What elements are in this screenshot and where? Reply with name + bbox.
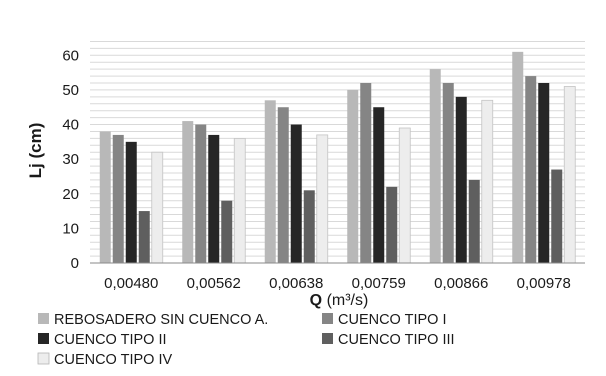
bars [99,51,576,264]
bar [347,89,359,263]
y-tick-label: 30 [62,151,79,168]
bar [468,179,480,263]
bar [208,134,220,263]
y-tick-labels: 0 10 20 30 40 50 60 [62,47,79,272]
x-tick-label: 0,00978 [517,275,571,292]
x-tick-label: 0,00562 [187,275,241,292]
legend-swatch [322,333,333,344]
legend-swatch [38,313,49,324]
x-tick-label: 0,00480 [104,275,158,292]
legend-label: CUENCO TIPO I [338,312,447,328]
gridlines [90,40,585,257]
bar [316,134,329,264]
bar [373,107,385,263]
bar [512,51,524,263]
bar [429,69,441,264]
bar [442,83,454,263]
bar [386,186,398,263]
legend-label: REBOSADERO SIN CUENCO A. [54,312,268,328]
bar [264,100,276,263]
legend-swatch [38,333,49,344]
bar [455,96,467,263]
legend-swatch [322,313,333,324]
y-tick-label: 50 [62,82,79,99]
y-axis-title: Lj (cm) [26,123,45,179]
bar [151,151,164,264]
bar [360,83,372,263]
bar [112,134,124,263]
x-tick-label: 0,00866 [434,275,488,292]
bar [538,83,550,263]
bar [563,86,576,264]
bar [182,121,194,263]
y-tick-label: 10 [62,220,79,237]
legend-label: CUENCO TIPO II [54,332,167,348]
x-tick-labels: 0,00480 0,00562 0,00638 0,00759 0,00866 0,009… [104,275,571,292]
bar [277,107,289,263]
y-tick-label: 20 [62,186,79,203]
bar [195,124,207,264]
legend-label: CUENCO TIPO III [338,332,455,348]
y-tick-label: 0 [71,255,79,272]
bar [138,211,150,263]
bar [303,190,315,263]
x-axis-title-variable: Q [310,292,322,309]
bar [99,131,111,263]
x-axis-title: Q (m³/s) [310,292,369,309]
legend-swatch [37,352,50,365]
bar [233,137,246,264]
bar [125,141,137,263]
legend-label: CUENCO TIPO IV [54,352,172,368]
x-tick-label: 0,00638 [269,275,323,292]
bar [221,200,233,263]
bar [481,99,494,264]
legend: REBOSADERO SIN CUENCO A. CUENCO TIPO I CUE… [37,312,455,368]
x-axis-title-unit: (m³/s) [327,292,369,309]
x-tick-label: 0,00759 [352,275,406,292]
y-tick-label: 40 [62,117,79,134]
bar [398,127,411,264]
bar [290,124,302,264]
bar [525,76,537,263]
bar [551,169,563,263]
y-tick-label: 60 [62,47,79,64]
